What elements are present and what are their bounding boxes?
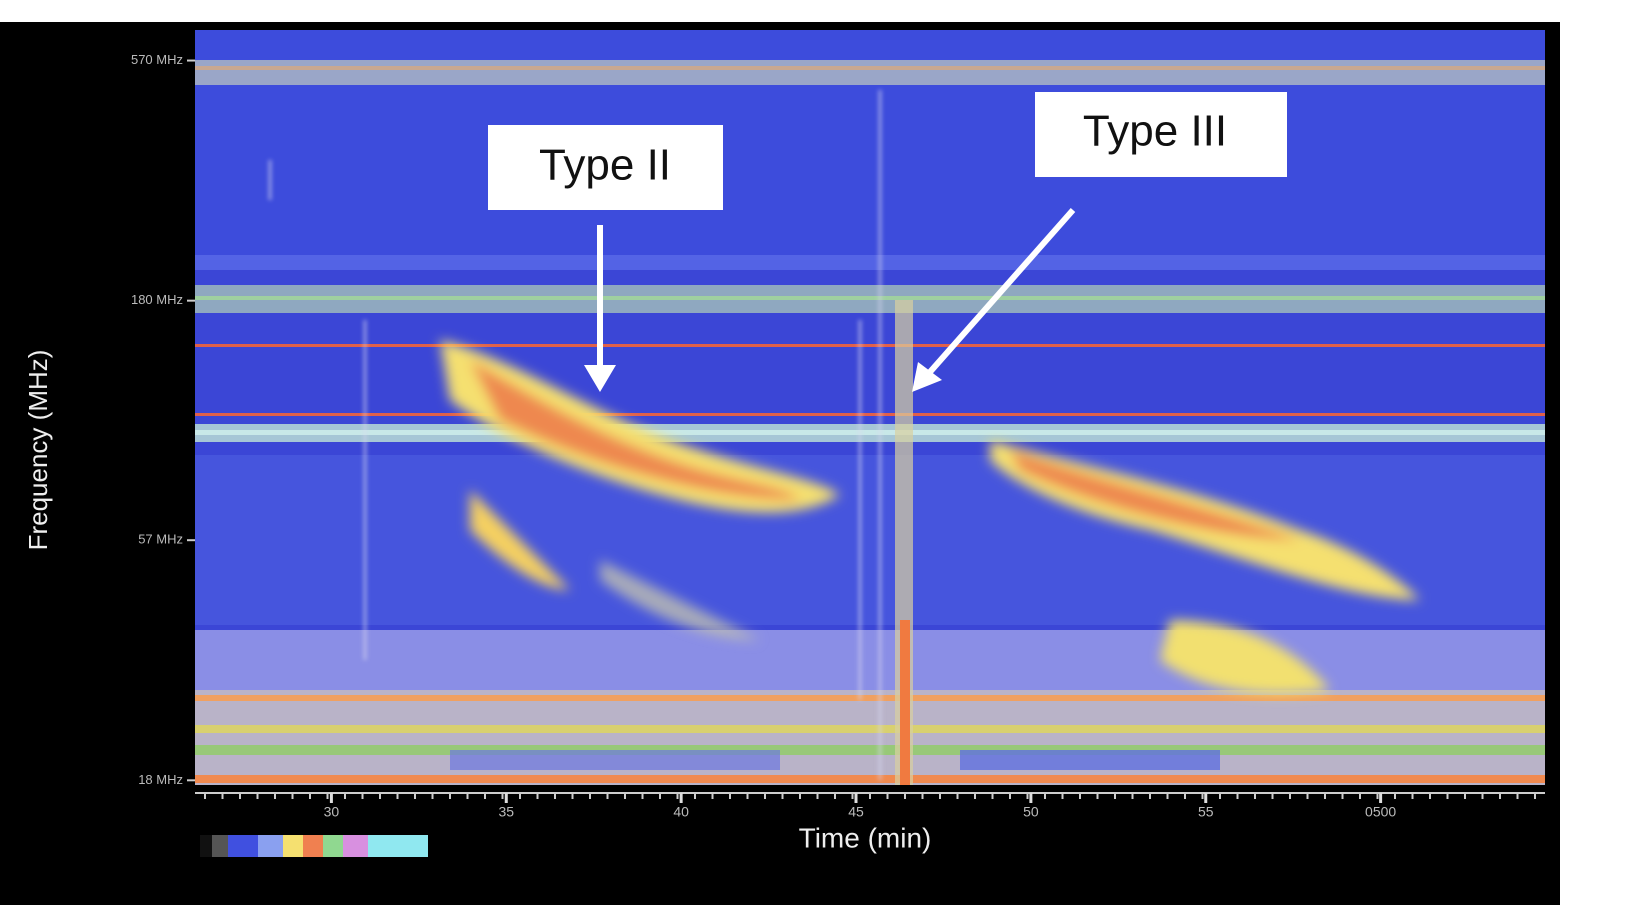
- y-tick-label: 180 MHz: [131, 292, 183, 307]
- annotation-label: Type II: [539, 141, 671, 190]
- y-tick-label: 18 MHz: [138, 772, 183, 787]
- x-tick-label: 30: [324, 804, 340, 820]
- x-axis-label: Time (min): [799, 822, 932, 853]
- x-tick-label: 50: [1023, 804, 1039, 820]
- x-tick-label: 35: [498, 804, 514, 820]
- x-tick-label: 45: [848, 804, 864, 820]
- spectrogram: [195, 30, 1545, 785]
- x-tick-label: 55: [1198, 804, 1214, 820]
- x-tick-label: 40: [673, 804, 689, 820]
- y-axis-label: Frequency (MHz): [23, 350, 53, 551]
- y-tick-label: 570 MHz: [131, 52, 183, 67]
- x-tick-label: 0500: [1365, 804, 1396, 820]
- colorbar: [200, 835, 428, 857]
- annotation-type-iii: Type III: [912, 92, 1287, 392]
- annotation-type-ii: Type II: [488, 125, 723, 392]
- y-tick-label: 57 MHz: [138, 532, 183, 547]
- annotation-label: Type III: [1083, 107, 1227, 156]
